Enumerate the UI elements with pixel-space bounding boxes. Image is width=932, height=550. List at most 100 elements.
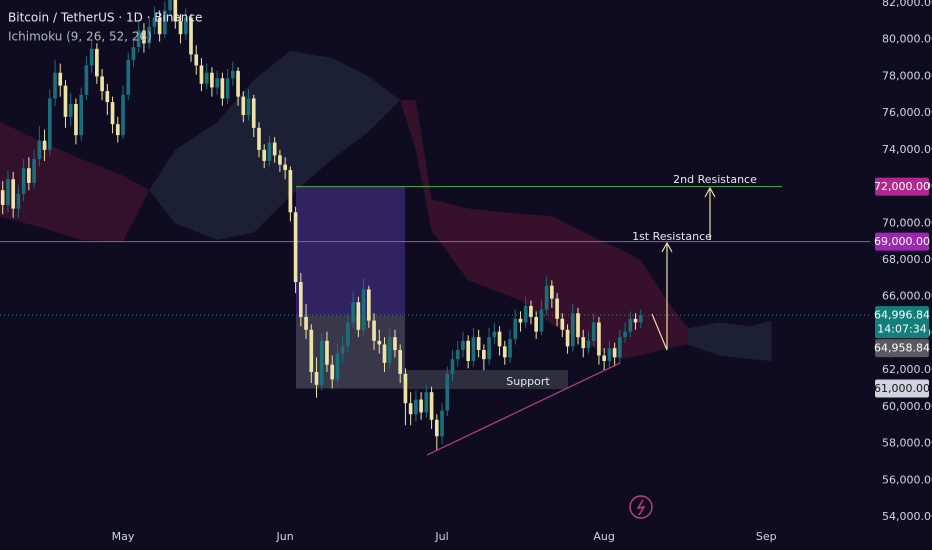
candle-body (628, 318, 633, 332)
candle-body (434, 419, 439, 437)
candle-body (408, 403, 413, 415)
alert-circle[interactable] (629, 495, 653, 519)
price-label-time: 14:07:34 (877, 323, 926, 336)
candle-body (633, 318, 638, 323)
candle-body (63, 85, 68, 117)
candle-body (215, 78, 219, 88)
y-tick-label: 70,000.00 (882, 216, 932, 229)
target-zone (296, 186, 405, 316)
candle-body (513, 318, 518, 339)
candle-body (152, 17, 157, 27)
candle-body (121, 94, 125, 136)
candle-body (586, 340, 591, 349)
candle-body (100, 76, 104, 92)
candle-body (257, 127, 261, 150)
candle-body (157, 17, 162, 35)
candle-body (314, 372, 319, 385)
candle-body (335, 353, 340, 380)
candle-body (0, 190, 5, 205)
annotation: 2nd Resistance (673, 173, 757, 186)
candle-body (450, 359, 455, 374)
candle-body (136, 30, 141, 48)
candle-body (523, 305, 528, 323)
candle-body (482, 349, 486, 360)
candle-body (278, 155, 282, 165)
price-label-box (875, 379, 929, 398)
price-label: 69,000.00 (874, 232, 930, 251)
candle-body (471, 337, 476, 362)
candle-body (382, 344, 387, 363)
arrow-path (651, 244, 668, 351)
candle-body (440, 410, 444, 437)
price-label: 64,958.84 (874, 339, 930, 358)
candle-body (251, 98, 256, 128)
candle-body (325, 340, 329, 365)
cloud (0, 121, 150, 242)
alert-icon[interactable] (629, 495, 653, 519)
y-tick-label: 74,000.00 (882, 143, 932, 156)
candle-body (21, 168, 26, 194)
chart-title: Bitcoin / TetherUS · 1D · Binance (8, 11, 202, 25)
stop-zone (296, 315, 405, 389)
candle-body (612, 348, 617, 358)
candle-body (581, 337, 586, 349)
candle-body (16, 193, 21, 209)
alert-bolt[interactable] (636, 499, 646, 516)
y-tick-label: 80,000.00 (882, 33, 932, 46)
arrow-head (704, 186, 716, 198)
candle-body (466, 340, 471, 362)
x-tick-label: Sep (756, 530, 777, 543)
candle-body (95, 48, 99, 77)
candle-body (267, 142, 272, 161)
price-label-box (875, 306, 929, 339)
candle-body (173, 0, 178, 22)
candle-body (194, 54, 199, 66)
candle-body (189, 17, 193, 55)
price-label-box (875, 232, 929, 251)
candle-body (356, 302, 361, 330)
candle-body (351, 302, 355, 323)
candle-body (565, 329, 570, 347)
candle-body (288, 170, 293, 213)
candle-body (131, 47, 136, 60)
price-label: 61,000.00 (874, 379, 930, 398)
candle-body (591, 322, 596, 341)
candle-body (74, 103, 78, 136)
position-tool (296, 186, 405, 389)
candle-body (497, 331, 502, 347)
candle-body (105, 91, 110, 103)
cloud (687, 320, 772, 362)
candle-body (461, 340, 465, 350)
y-tick-label: 66,000.00 (882, 290, 932, 303)
y-tick-label: 68,000.00 (882, 253, 932, 266)
candle-body (11, 179, 16, 209)
candle-body (319, 340, 324, 385)
candle-body (607, 348, 612, 362)
candle-body (272, 142, 277, 156)
candle-body (27, 168, 31, 183)
y-tick-label: 58,000.00 (882, 437, 932, 450)
x-tick-label: Jul (434, 530, 448, 543)
candle-body (147, 26, 151, 44)
price-label-text: 64,958.84 (874, 342, 930, 355)
y-tick-label: 56,000.00 (882, 473, 932, 486)
candle-body (372, 320, 376, 341)
candle-body (246, 98, 251, 115)
candle-body (330, 364, 335, 380)
candle-body (32, 159, 36, 183)
candle-body (340, 346, 345, 354)
trend-line (426, 362, 621, 456)
candle-body (560, 318, 565, 330)
annotation: Support (506, 375, 550, 388)
candle-body (163, 10, 167, 35)
candle-body (53, 72, 57, 99)
candle-body (361, 289, 366, 330)
candle-body (346, 322, 350, 347)
candle-body (68, 103, 73, 117)
candle-body (539, 309, 544, 332)
price-label-box (875, 177, 929, 196)
candle-body (37, 140, 42, 160)
